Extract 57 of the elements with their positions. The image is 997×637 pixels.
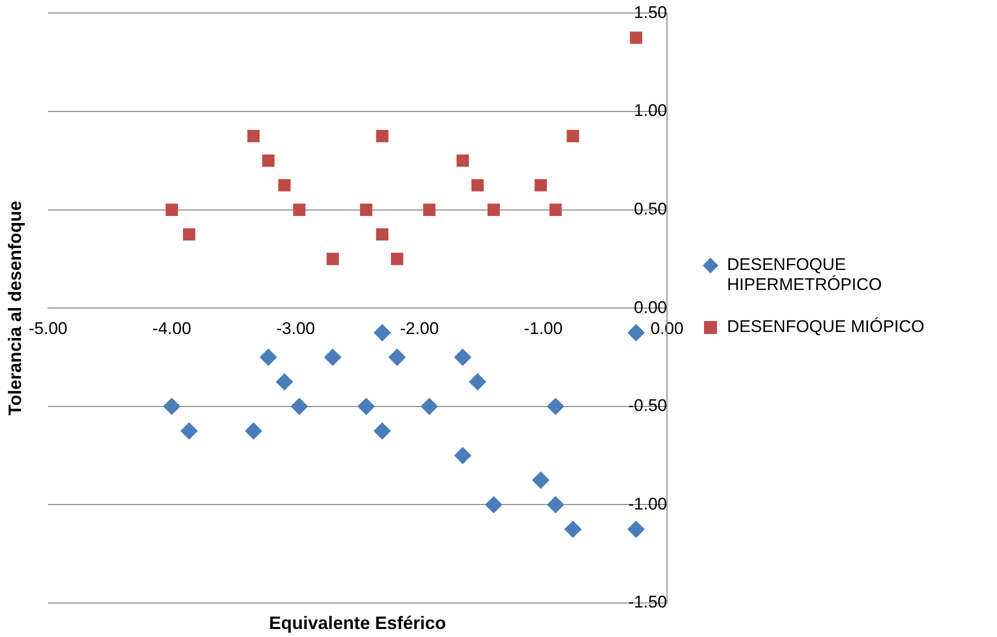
point (628, 520, 645, 538)
y-tick-label: -1.50 (628, 592, 667, 612)
point (471, 179, 484, 192)
point (564, 520, 582, 538)
y-tick-label: 0.50 (634, 199, 667, 218)
point (423, 204, 436, 216)
point (276, 373, 293, 390)
y-tick-label: -0.50 (628, 396, 667, 416)
point (532, 472, 550, 489)
y-tick-label: 1.50 (634, 2, 667, 22)
point (454, 348, 472, 366)
legend-label: DESENFOQUE HIPERMETRÓPICO (727, 255, 883, 295)
point (326, 252, 339, 266)
point (245, 422, 262, 440)
point (360, 204, 372, 216)
point (262, 154, 275, 167)
point (278, 179, 291, 192)
x-tick-label: -1.00 (524, 318, 563, 338)
point (454, 447, 472, 464)
x-tick-label: -5.00 (28, 318, 68, 338)
point (260, 348, 277, 366)
x-tick-label: -2.00 (400, 318, 439, 338)
point (163, 398, 180, 415)
point (374, 422, 391, 440)
x-axis-title: Equivalente Esférico (268, 612, 446, 633)
point (388, 348, 406, 366)
x-tick-label: -4.00 (152, 318, 192, 338)
x-tick-label: -3.00 (276, 318, 315, 338)
point (630, 32, 642, 44)
point (469, 373, 486, 390)
y-tick-label: 1.00 (634, 101, 667, 120)
point (456, 154, 469, 167)
point (180, 422, 198, 440)
point (534, 179, 547, 192)
y-tick-label: -1.00 (628, 494, 667, 514)
point (628, 324, 645, 342)
legend-label: DESENFOQUE MIÓPICO (727, 317, 924, 337)
point (488, 204, 500, 216)
point (182, 228, 196, 241)
y-axis-title: Tolerancia al desenfoque (4, 200, 25, 416)
point (566, 130, 580, 142)
point (324, 348, 342, 366)
point (376, 228, 388, 241)
point (547, 496, 564, 514)
point (358, 398, 375, 415)
point (376, 130, 388, 142)
point (390, 252, 404, 266)
point (247, 130, 260, 142)
point (547, 398, 564, 415)
y-tick-label: 0.00 (634, 298, 667, 317)
point (293, 204, 306, 216)
point (485, 496, 502, 514)
point (166, 204, 178, 216)
point (420, 398, 438, 415)
point (290, 398, 308, 415)
point (374, 324, 391, 342)
point (549, 204, 562, 216)
